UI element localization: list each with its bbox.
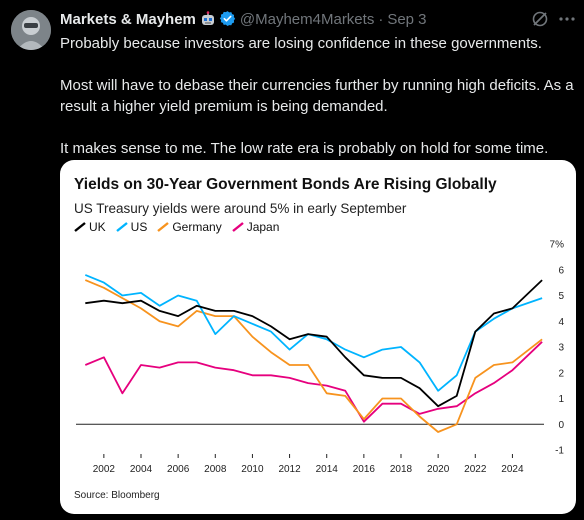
series-line-japan: [84, 341, 543, 423]
y-tick-label: 3: [558, 343, 564, 354]
y-tick-label: 4: [558, 317, 564, 328]
x-tick-label: 2022: [464, 464, 487, 475]
legend-item-uk: UK: [74, 220, 106, 234]
author-name[interactable]: Markets & Mayhem: [60, 11, 196, 28]
legend-label: Germany: [172, 220, 222, 234]
x-tick-label: 2010: [241, 464, 264, 475]
y-tick-label: 2: [558, 368, 564, 379]
avatar[interactable]: [11, 10, 51, 50]
y-tick-label: -1: [555, 446, 564, 457]
legend-label: UK: [89, 220, 106, 234]
legend-label: Japan: [246, 220, 280, 234]
chart-legend: UK US Germany Japan: [74, 220, 289, 234]
author-handle[interactable]: @Mayhem4Markets: [239, 11, 375, 28]
robot-emoji-icon: [200, 11, 216, 33]
chart-source: Source: Bloomberg: [74, 490, 160, 501]
timestamp[interactable]: Sep 3: [387, 11, 427, 28]
x-tick-label: 2016: [353, 464, 376, 475]
y-tick-label: 5: [558, 291, 564, 302]
y-tick-label: 0: [558, 420, 564, 431]
tweet-paragraph: Most will have to debase their currencie…: [60, 77, 574, 115]
x-tick-label: 2024: [501, 464, 524, 475]
x-tick-label: 2020: [427, 464, 450, 475]
chart-image-card[interactable]: Yields on 30-Year Government Bonds Are R…: [60, 160, 576, 514]
series-line-uk: [85, 279, 543, 408]
series-line-germany: [84, 279, 543, 433]
legend-item-us: US: [115, 220, 148, 234]
tweet-text: Probably because investors are losing co…: [60, 33, 575, 159]
y-tick-label: 1: [558, 394, 564, 405]
legend-item-japan: Japan: [231, 220, 280, 234]
x-tick-label: 2008: [204, 464, 227, 475]
tweet-header: Markets & Mayhem @Mayhem4Markets · Sep 3: [60, 10, 580, 30]
x-tick-label: 2002: [93, 464, 116, 475]
grok-icon[interactable]: [531, 10, 549, 28]
x-tick-label: 2006: [167, 464, 190, 475]
verified-badge-icon: [219, 10, 236, 33]
chart-title: Yields on 30-Year Government Bonds Are R…: [74, 176, 497, 193]
x-tick-label: 2014: [316, 464, 339, 475]
more-options-icon[interactable]: [557, 9, 577, 29]
tweet-paragraph: It makes sense to me. The low rate era i…: [60, 140, 549, 157]
chart-subtitle: US Treasury yields were around 5% in ear…: [74, 201, 407, 216]
legend-item-germany: Germany: [157, 220, 222, 234]
y-tick-label: 6: [558, 265, 564, 276]
x-tick-label: 2012: [278, 464, 301, 475]
y-tick-label: 7%: [550, 240, 565, 251]
legend-label: US: [130, 220, 148, 234]
tweet-paragraph: Probably because investors are losing co…: [60, 35, 542, 52]
avatar-robot-image: [11, 10, 51, 50]
x-tick-label: 2004: [130, 464, 153, 475]
header-separator: ·: [378, 11, 384, 28]
chart-plot: -1 0 1 2 3 4 5 6 7% 2002 2004 2006 2008 2010 2012 2014 2…: [76, 240, 565, 475]
x-tick-label: 2018: [390, 464, 413, 475]
